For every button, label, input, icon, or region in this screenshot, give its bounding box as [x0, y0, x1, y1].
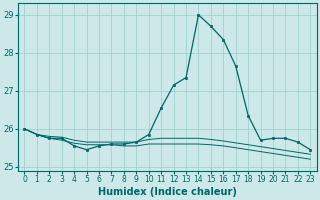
X-axis label: Humidex (Indice chaleur): Humidex (Indice chaleur)	[98, 187, 237, 197]
